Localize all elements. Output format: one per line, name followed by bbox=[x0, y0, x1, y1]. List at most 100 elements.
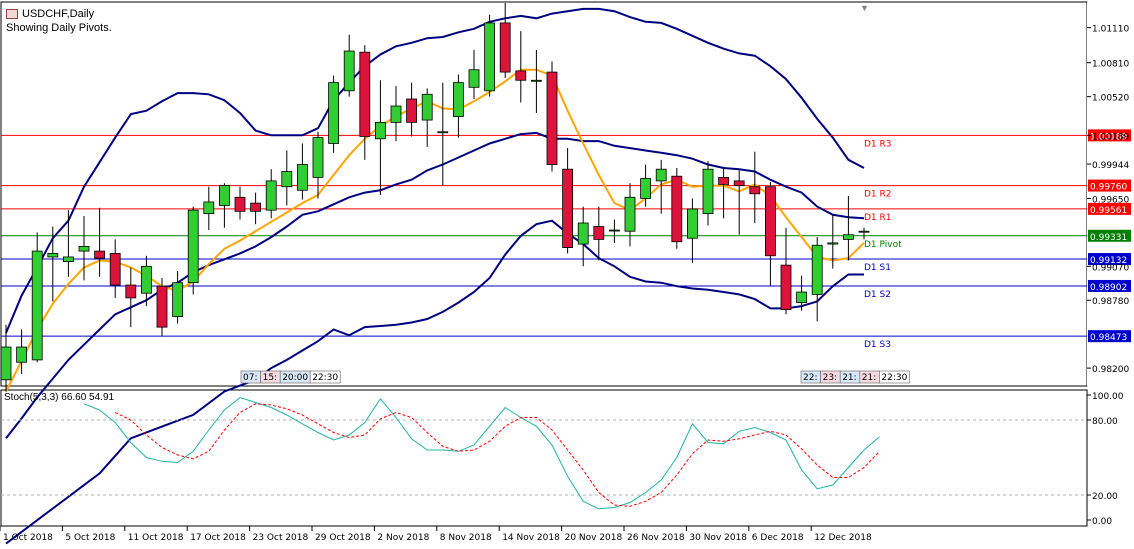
price-tag-box bbox=[1088, 330, 1131, 343]
candle-bull bbox=[609, 219, 620, 243]
price-tag-box bbox=[1088, 229, 1131, 242]
chart-window-icon bbox=[6, 9, 18, 19]
pivot-label: D1 R1 bbox=[864, 213, 892, 223]
candle-body bbox=[593, 226, 605, 240]
candle-body bbox=[31, 250, 43, 361]
candle-bull bbox=[140, 255, 152, 307]
candle-bear bbox=[593, 206, 605, 261]
time-tick-label: 12 Dec 2018 bbox=[814, 533, 872, 543]
candle-body bbox=[827, 242, 839, 245]
price-tick-label: 0.99070 bbox=[1092, 263, 1129, 273]
stoch-tick-label: 0.00 bbox=[1092, 517, 1112, 527]
candle-body bbox=[765, 186, 776, 257]
price-tick-label: 1.00810 bbox=[1092, 60, 1129, 70]
price-tag-value: 0.98473 bbox=[1090, 333, 1127, 343]
candle-body bbox=[546, 71, 558, 165]
price-tag-value: 0.98902 bbox=[1090, 283, 1127, 293]
candle-bull bbox=[343, 34, 355, 97]
candle-bear bbox=[499, 3, 511, 78]
candle-body bbox=[16, 346, 28, 363]
price-tag-box bbox=[1088, 279, 1131, 292]
pivot-label: D1 S1 bbox=[864, 263, 891, 273]
price-tick-label: 0.99650 bbox=[1092, 195, 1129, 205]
session-label: 22:30 bbox=[312, 373, 338, 383]
triangle-down-icon[interactable]: ▼ bbox=[860, 3, 869, 13]
candle-bull bbox=[421, 88, 433, 147]
candle-bear bbox=[359, 45, 371, 160]
candle-bull bbox=[577, 206, 589, 267]
candle-body bbox=[484, 22, 496, 92]
candle-bull bbox=[47, 226, 59, 302]
time-tick-label: 2 Nov 2018 bbox=[377, 533, 429, 543]
stoch-tick-label: 100.00 bbox=[1092, 392, 1124, 402]
candle-body bbox=[172, 282, 184, 318]
stochastic-label: Stoch(5,3,3) 66.60 54.91 bbox=[4, 392, 115, 403]
candle-bear bbox=[718, 166, 729, 219]
candle-body bbox=[515, 70, 527, 81]
time-tick-label: 5 Oct 2018 bbox=[65, 533, 115, 543]
candle-body bbox=[858, 230, 870, 233]
price-tag-box bbox=[1088, 179, 1131, 192]
candle-body bbox=[390, 105, 402, 123]
stochastic-pane[interactable] bbox=[0, 389, 1088, 527]
candle-bear bbox=[749, 151, 761, 224]
price-tag-box bbox=[1088, 253, 1131, 266]
candle-body bbox=[421, 93, 433, 121]
candle-bull bbox=[374, 80, 386, 195]
pivot-subtitle: Showing Daily Pivots. bbox=[6, 22, 112, 34]
price-pane[interactable] bbox=[0, 1, 1088, 387]
candle-bull bbox=[390, 86, 402, 142]
candle-bear bbox=[671, 168, 683, 249]
session-label: 21: bbox=[842, 373, 856, 383]
pivot-label: D1 S3 bbox=[864, 340, 891, 350]
candle-bull bbox=[796, 275, 807, 311]
candle-body bbox=[796, 291, 807, 303]
price-tag-value: 1.00189 bbox=[1090, 132, 1127, 142]
candle-bear bbox=[515, 31, 527, 103]
candle-body bbox=[811, 244, 823, 295]
candle-bull bbox=[468, 49, 480, 99]
band-upper-line bbox=[5, 7, 865, 334]
candle-body bbox=[63, 256, 74, 263]
time-tick-label: 29 Oct 2018 bbox=[315, 533, 371, 543]
candle-bull bbox=[78, 215, 90, 281]
candle-bull bbox=[203, 186, 215, 231]
session-label: 22:30 bbox=[881, 373, 907, 383]
candle-bear bbox=[125, 267, 137, 328]
candle-body bbox=[0, 346, 12, 381]
candle-body bbox=[109, 253, 121, 286]
candle-body bbox=[718, 176, 729, 185]
price-tag-box bbox=[1088, 129, 1131, 142]
candle-body bbox=[374, 121, 386, 140]
candle-body bbox=[452, 82, 464, 117]
candle-body bbox=[624, 196, 636, 232]
time-tick-label: 17 Oct 2018 bbox=[190, 533, 246, 543]
session-label: 22: bbox=[803, 373, 817, 383]
bollinger-bands bbox=[5, 7, 865, 545]
pivot-price-tags: 1.00189 0.99760 0.99561 0.99331 0.99132 0.989… bbox=[1088, 129, 1131, 343]
stoch-main-line bbox=[83, 396, 880, 510]
candle-body bbox=[281, 171, 293, 188]
time-tick-label: 20 Nov 2018 bbox=[565, 533, 623, 543]
candle-bull bbox=[16, 329, 28, 374]
price-tick-label: 1.00520 bbox=[1092, 94, 1129, 104]
candle-bull bbox=[0, 324, 12, 392]
price-tick-label: 0.98200 bbox=[1092, 365, 1129, 375]
candle-bull bbox=[63, 210, 74, 277]
candle-bull bbox=[296, 143, 308, 200]
time-tick-label: 8 Nov 2018 bbox=[440, 533, 492, 543]
symbol-title: USDCHF,Daily bbox=[22, 8, 95, 20]
candle-body bbox=[562, 168, 573, 248]
price-axis: 1.01110 1.00810 1.00520 1.00189 0.99944 0.996… bbox=[1087, 25, 1129, 375]
candle-bull bbox=[437, 82, 449, 186]
stoch-tick-label: 20.00 bbox=[1092, 492, 1118, 502]
candle-body bbox=[577, 222, 589, 245]
band-lower-line bbox=[5, 219, 864, 545]
candle-body bbox=[125, 284, 137, 299]
candle-bull bbox=[702, 161, 714, 226]
candle-body bbox=[640, 178, 651, 199]
candle-body bbox=[733, 180, 745, 186]
candle-bull bbox=[484, 14, 496, 97]
candle-body bbox=[468, 69, 480, 88]
